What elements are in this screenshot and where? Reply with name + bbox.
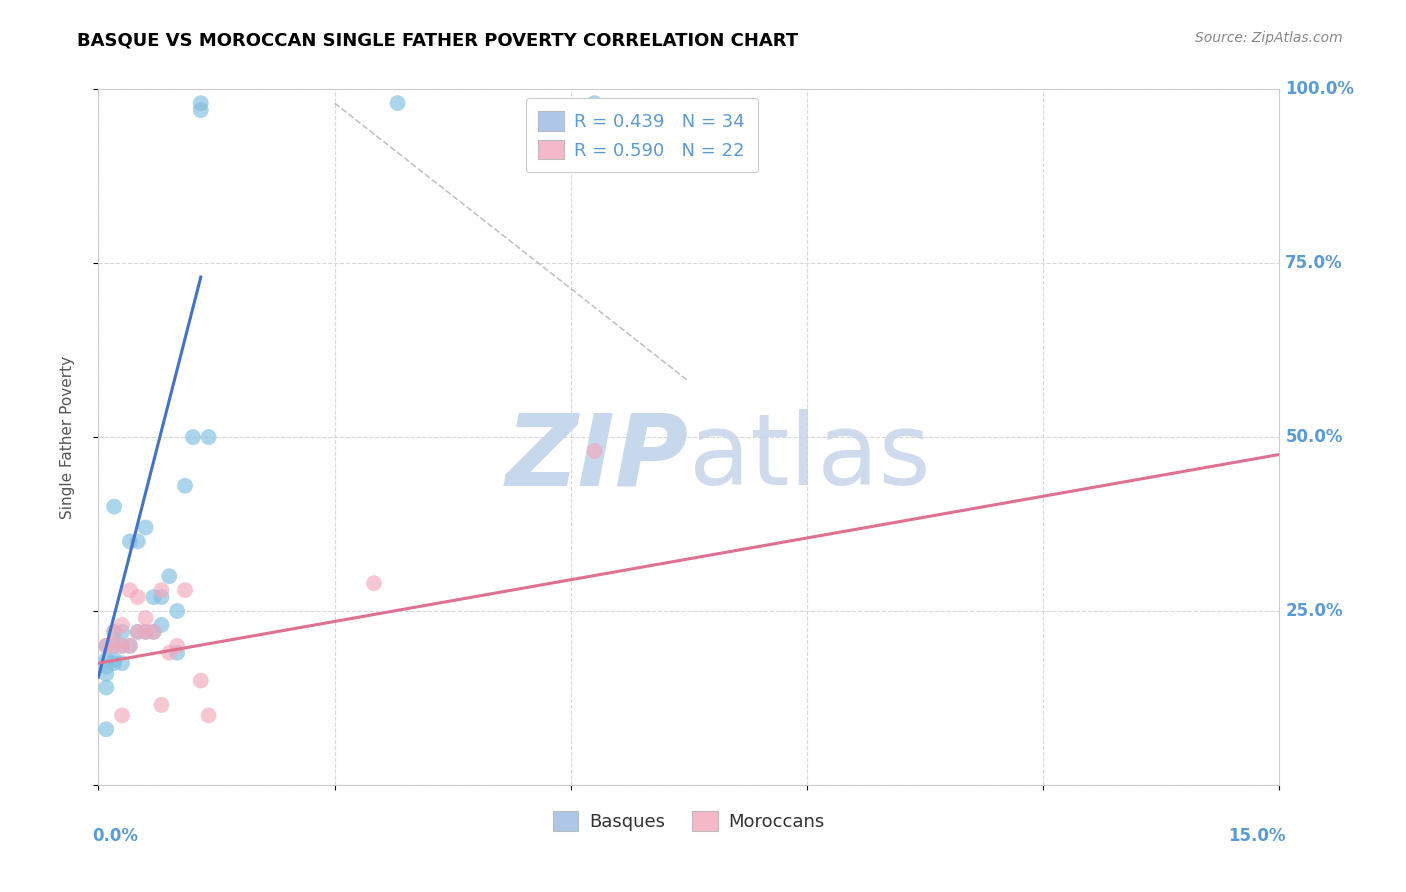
Point [96,639,118,653]
Point [174,583,197,598]
Text: 25.0%: 25.0% [1285,602,1343,620]
Point [103,500,125,514]
Point [96,666,118,681]
Point [103,639,125,653]
Point [118,583,141,598]
Text: 0.0%: 0.0% [93,827,139,845]
Point [150,583,173,598]
Point [111,708,134,723]
Point [181,430,204,444]
Point [111,618,134,632]
Point [135,624,157,639]
Point [142,590,165,604]
Point [174,479,197,493]
Point [103,624,125,639]
Point [387,96,409,111]
Point [96,659,118,673]
Point [127,624,149,639]
Point [142,624,165,639]
Point [135,611,157,625]
Point [166,604,188,618]
Point [127,534,149,549]
Point [111,639,134,653]
Y-axis label: Single Father Poverty: Single Father Poverty [60,356,75,518]
Text: Source: ZipAtlas.com: Source: ZipAtlas.com [1195,31,1343,45]
Point [166,639,188,653]
Point [197,430,219,444]
Text: 75.0%: 75.0% [1285,254,1343,272]
Point [142,624,165,639]
Point [111,639,134,653]
Point [118,534,141,549]
Point [190,673,212,688]
Text: BASQUE VS MOROCCAN SINGLE FATHER POVERTY CORRELATION CHART: BASQUE VS MOROCCAN SINGLE FATHER POVERTY… [77,31,799,49]
Point [118,639,141,653]
Point [96,723,118,737]
Point [363,576,385,591]
Point [583,444,606,458]
Point [197,708,219,723]
Point [157,569,180,583]
Text: 15.0%: 15.0% [1227,827,1285,845]
Point [118,639,141,653]
Point [127,624,149,639]
Text: atlas: atlas [689,409,931,507]
Point [96,653,118,667]
Point [96,639,118,653]
Point [150,590,173,604]
Text: ZIP: ZIP [506,409,689,507]
Text: 100.0%: 100.0% [1285,80,1354,98]
Point [157,646,180,660]
Point [135,624,157,639]
Point [166,646,188,660]
Point [103,657,125,671]
Legend: Basques, Moroccans: Basques, Moroccans [546,805,832,838]
Point [150,618,173,632]
Point [96,681,118,695]
Point [111,624,134,639]
Text: 50.0%: 50.0% [1285,428,1343,446]
Point [111,657,134,671]
Point [150,698,173,712]
Point [190,103,212,117]
Point [135,520,157,534]
Point [103,639,125,653]
Point [190,96,212,111]
Point [127,590,149,604]
Point [103,624,125,639]
Point [583,96,606,111]
Point [103,653,125,667]
